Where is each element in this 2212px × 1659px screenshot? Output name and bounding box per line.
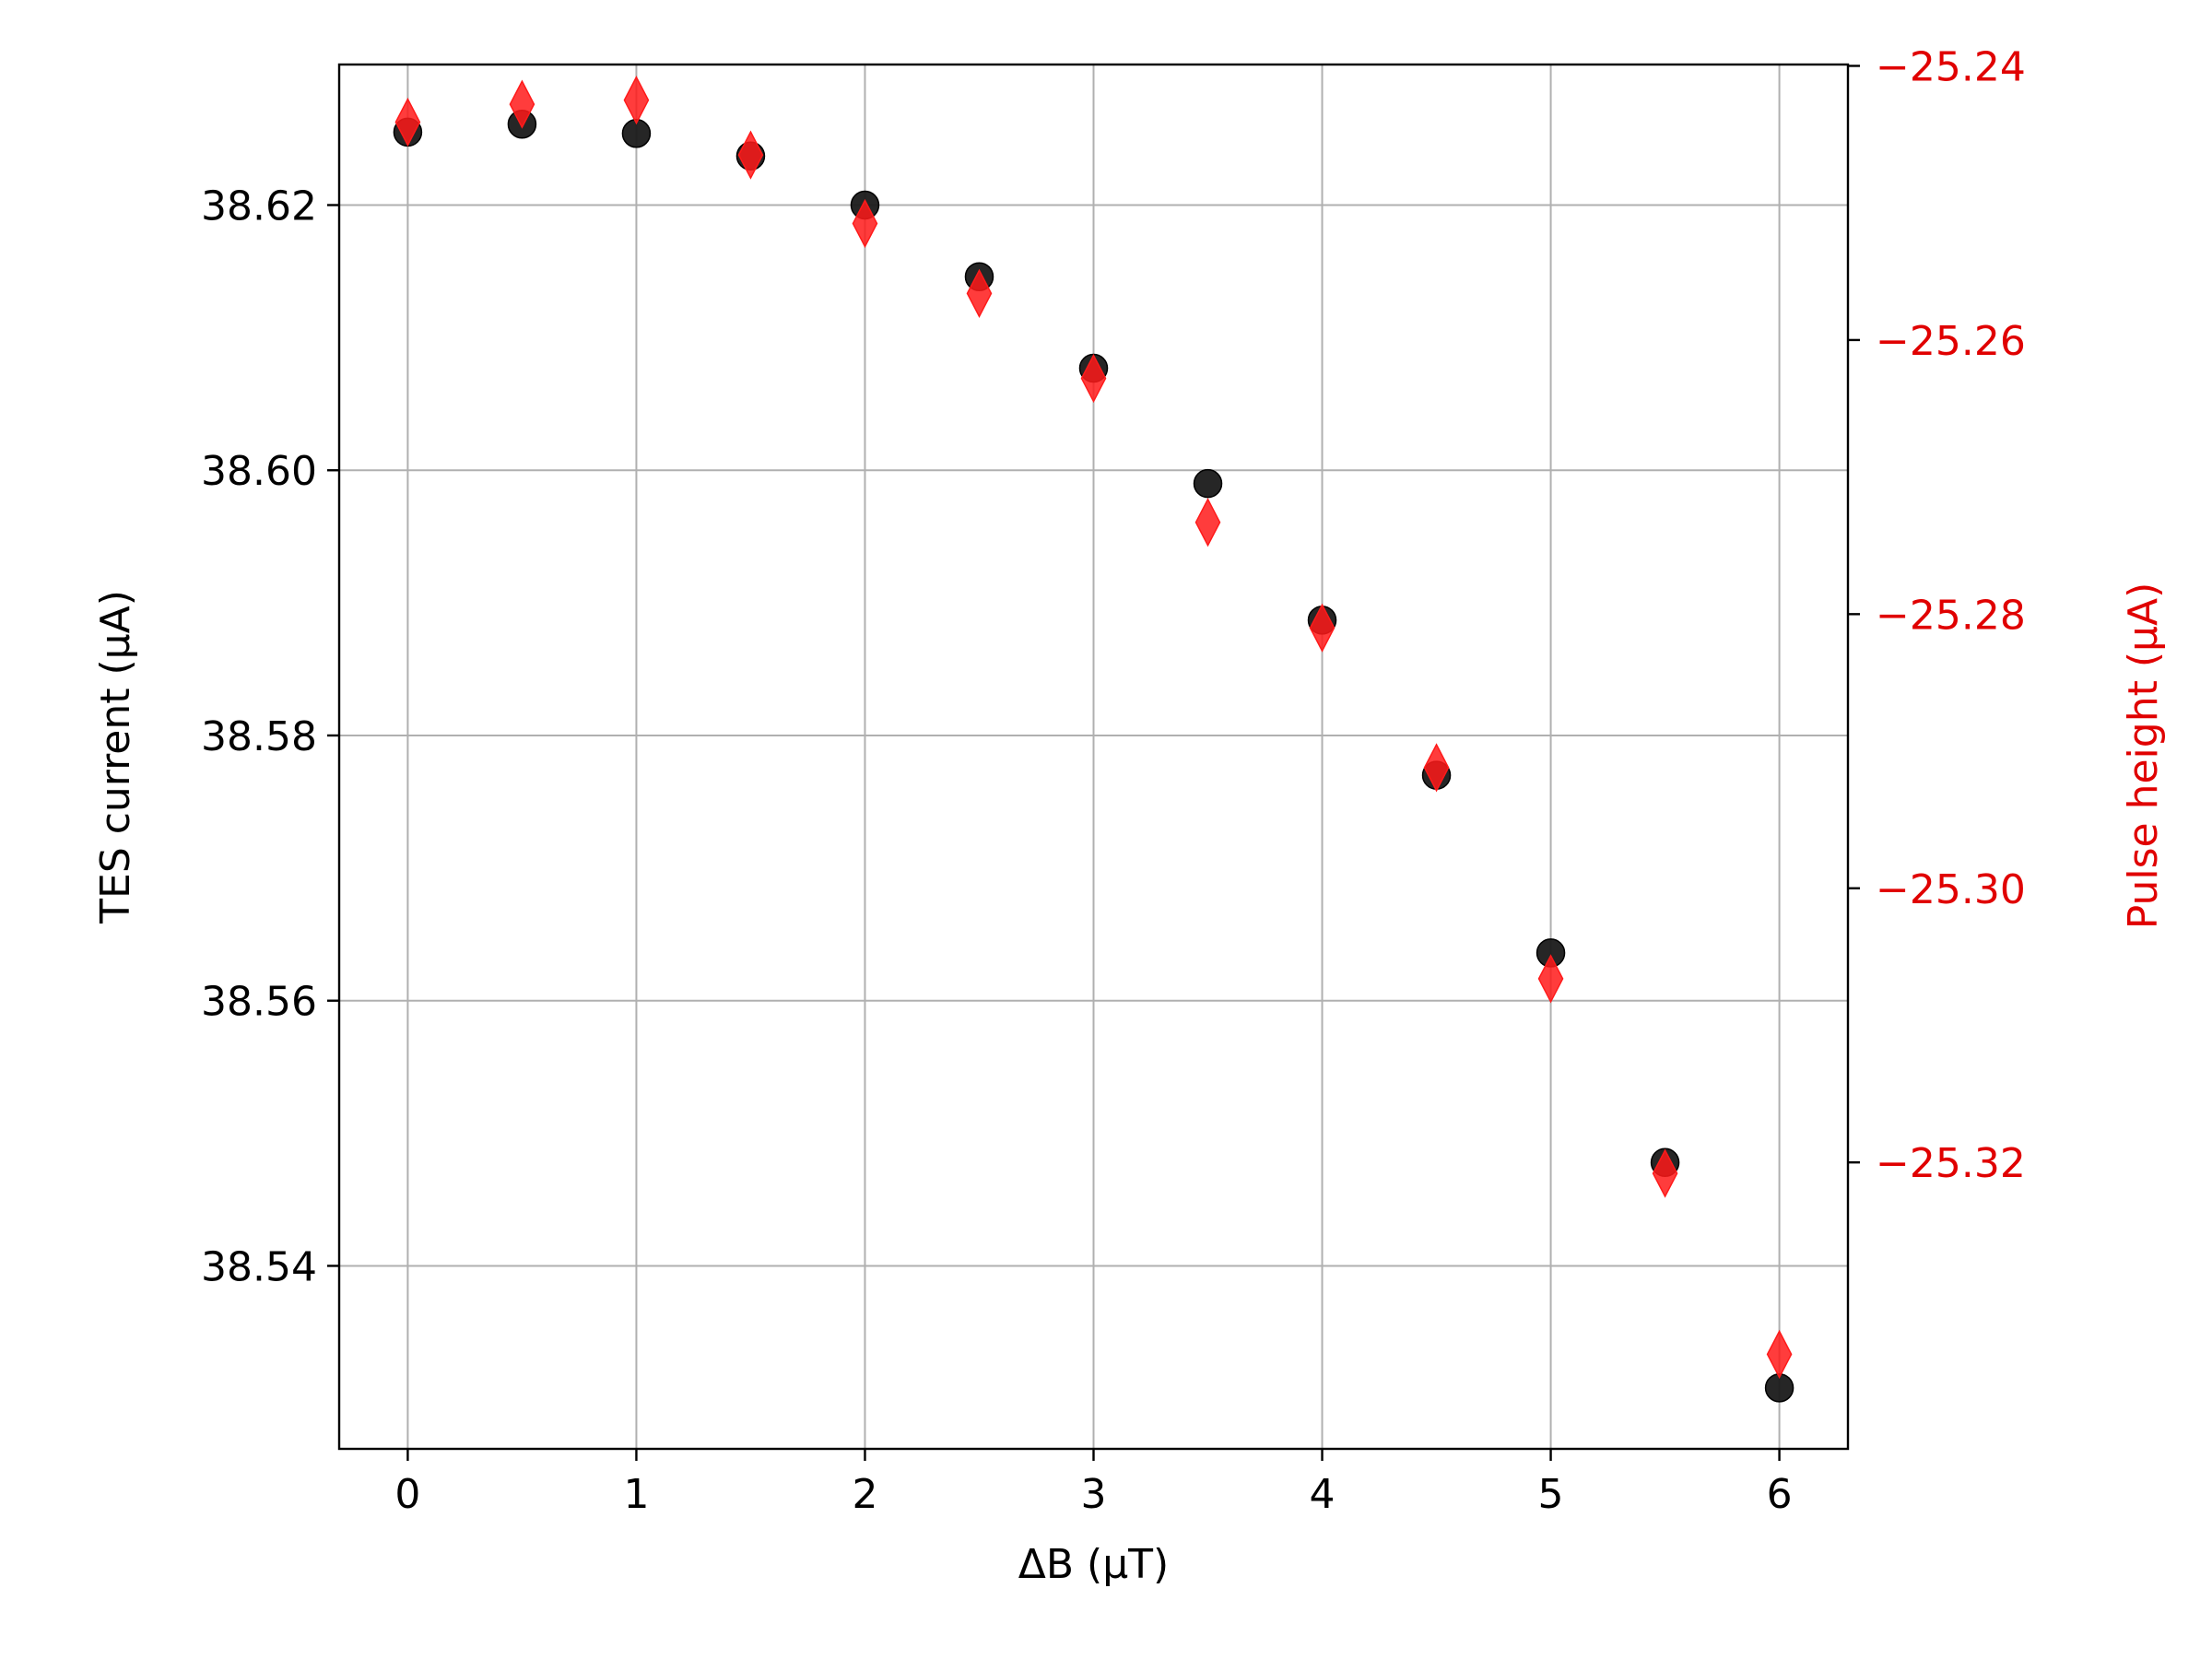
data-marks bbox=[393, 76, 1794, 1403]
data-point-diamond bbox=[1766, 1329, 1793, 1380]
data-point-diamond bbox=[1080, 353, 1107, 404]
data-point-diamond bbox=[1194, 498, 1221, 547]
y2-tick-label: −25.30 bbox=[1876, 866, 2026, 913]
data-point-diamond bbox=[1309, 603, 1335, 653]
axis-ticks: 0 1 2 3 4 5 6 38.54 38.56 38.58 38.60 38.62 −25.32 −2… bbox=[201, 43, 2026, 1518]
grid-lines bbox=[339, 65, 1848, 1449]
y2-axis-label: Pulse height (μA) bbox=[2120, 582, 2167, 930]
data-point-circle bbox=[1193, 468, 1223, 499]
x-tick-label: 2 bbox=[852, 1471, 877, 1518]
y-axis-label: TES current (μA) bbox=[92, 590, 139, 924]
x-tick-label: 1 bbox=[623, 1471, 649, 1518]
data-point-diamond bbox=[623, 76, 650, 125]
data-point-diamond bbox=[852, 198, 878, 249]
data-point-diamond bbox=[394, 97, 421, 147]
x-tick-label: 6 bbox=[1767, 1471, 1793, 1518]
data-point-diamond bbox=[1423, 743, 1450, 793]
y2-tick-label: −25.28 bbox=[1876, 592, 2026, 639]
data-point-diamond bbox=[1652, 1148, 1678, 1198]
y-tick-label: 38.56 bbox=[201, 979, 317, 1026]
data-point-diamond bbox=[966, 268, 993, 318]
x-tick-label: 3 bbox=[1081, 1471, 1107, 1518]
y-tick-label: 38.58 bbox=[201, 713, 317, 760]
x-tick-label: 4 bbox=[1310, 1471, 1335, 1518]
y-tick-label: 38.54 bbox=[201, 1243, 317, 1290]
y2-tick-label: −25.26 bbox=[1876, 318, 2026, 365]
y2-tick-label: −25.24 bbox=[1876, 43, 2026, 90]
x-tick-label: 5 bbox=[1538, 1471, 1564, 1518]
y-tick-label: 38.62 bbox=[201, 183, 317, 230]
y2-tick-label: −25.32 bbox=[1876, 1140, 2026, 1187]
data-point-diamond bbox=[1537, 954, 1564, 1004]
data-point-diamond bbox=[509, 79, 535, 129]
x-tick-label: 0 bbox=[394, 1471, 420, 1518]
x-axis-label: ΔB (μT) bbox=[1018, 1541, 1169, 1588]
y-tick-label: 38.60 bbox=[201, 448, 317, 495]
data-point-diamond bbox=[737, 130, 764, 180]
